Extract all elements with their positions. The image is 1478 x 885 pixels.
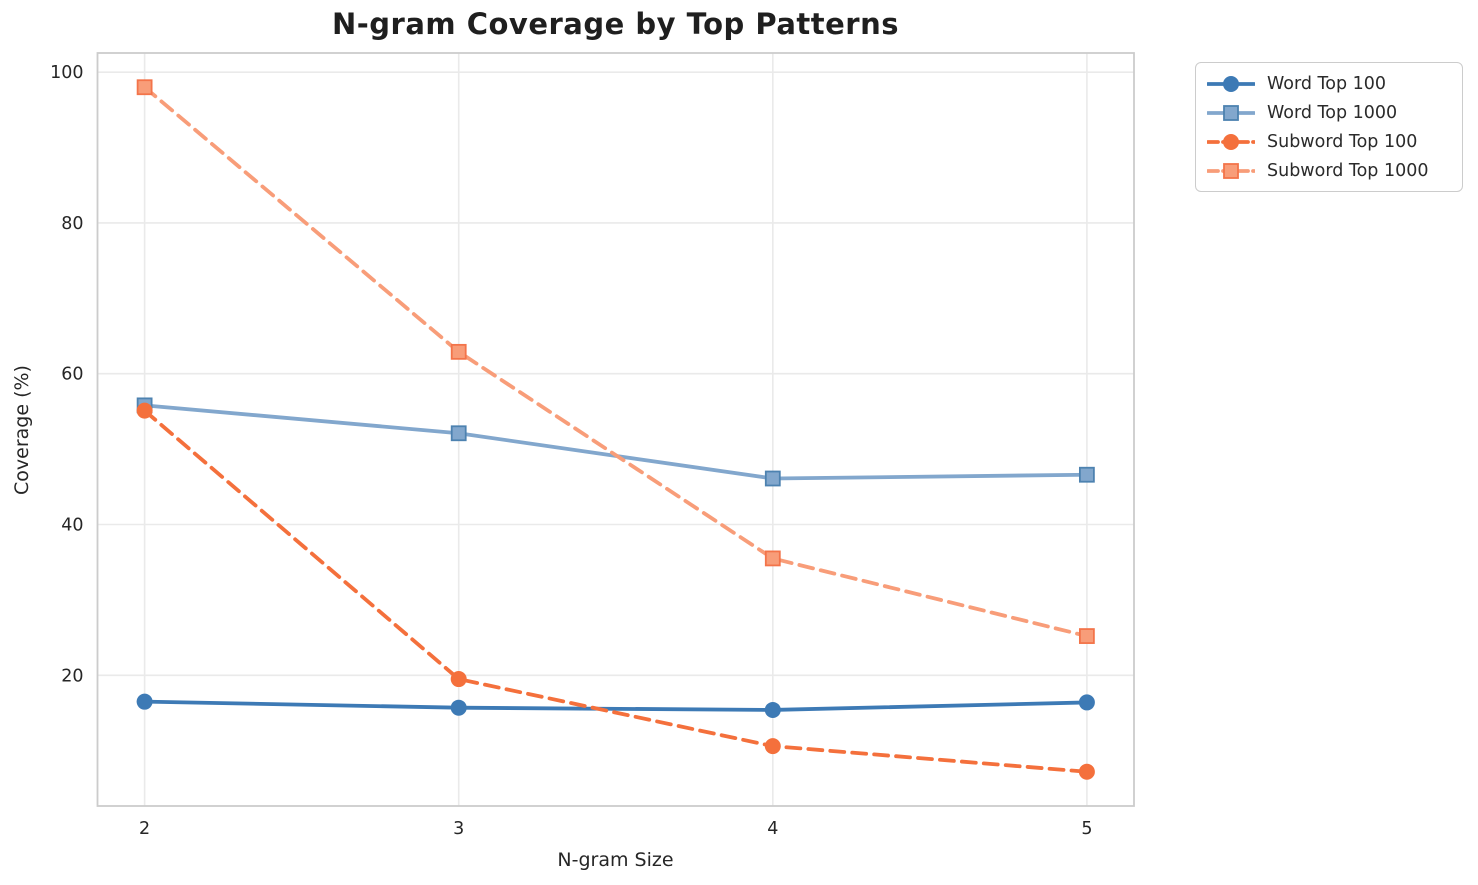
series-line-word-top-1000 [142,403,1089,481]
legend-label-subword-top-1000: Subword Top 1000 [1267,160,1429,181]
y-axis-label: Coverage (%) [11,365,33,495]
data-point-marker [764,470,781,487]
legend-marker-sample [1223,104,1239,121]
data-point-marker [1078,628,1095,644]
data-point-marker [136,402,153,419]
legend: Word Top 100 Word Top 1000 Subword Top 1… [1195,62,1463,192]
series-word-top-1000 [136,397,1095,487]
data-point-marker [764,701,781,718]
legend-entry-word-top-1000: Word Top 1000 [1207,99,1452,127]
data-point-marker [450,425,467,442]
legend-marker-sample [1223,133,1239,150]
series-line-word-top-100 [142,699,1089,712]
data-point-marker [1078,763,1095,780]
x-axis-label: N-gram Size [557,849,674,871]
legend-swatch-word-top-100 [1207,75,1255,92]
chart-title: N-gram Coverage by Top Patterns [331,7,900,41]
series-word-top-100 [136,693,1095,718]
y-tick-label: 80 [61,214,83,234]
data-point-marker [764,738,781,755]
data-point-marker [136,693,153,710]
legend-swatch-subword-top-100 [1207,133,1255,150]
legend-marker-sample [1223,75,1239,92]
data-point-marker [1078,694,1095,711]
y-tick-label: 60 [61,365,83,385]
data-point-marker [450,343,467,360]
legend-swatch-subword-top-1000 [1207,162,1255,179]
legend-entry-word-top-100: Word Top 100 [1207,70,1452,98]
legend-swatch-word-top-1000 [1207,104,1255,121]
y-tick-label: 40 [61,515,83,535]
series-line-subword-top-100 [142,408,1089,774]
y-tick-label: 20 [61,666,83,686]
series-subword-top-100 [136,402,1095,780]
x-tick-label: 3 [453,819,464,839]
legend-label-word-top-1000: Word Top 1000 [1267,102,1398,123]
legend-label-word-top-100: Word Top 100 [1267,73,1387,94]
legend-marker-sample [1223,162,1239,179]
series-line-subword-top-1000 [142,85,1089,638]
x-tick-label: 5 [1081,819,1092,839]
y-tick-label: 100 [50,63,83,83]
legend-label-subword-top-100: Subword Top 100 [1267,131,1418,152]
legend-entry-subword-top-1000: Subword Top 1000 [1207,157,1452,185]
x-tick-label: 2 [139,819,150,839]
data-point-marker [450,671,467,688]
data-point-marker [136,79,153,96]
data-point-marker [450,699,467,716]
data-point-marker [1078,466,1095,483]
series-subword-top-1000 [136,79,1095,644]
plot-border [96,52,1135,807]
legend-entry-subword-top-100: Subword Top 100 [1207,128,1452,156]
x-tick-label: 4 [767,819,778,839]
data-point-marker [764,550,781,567]
